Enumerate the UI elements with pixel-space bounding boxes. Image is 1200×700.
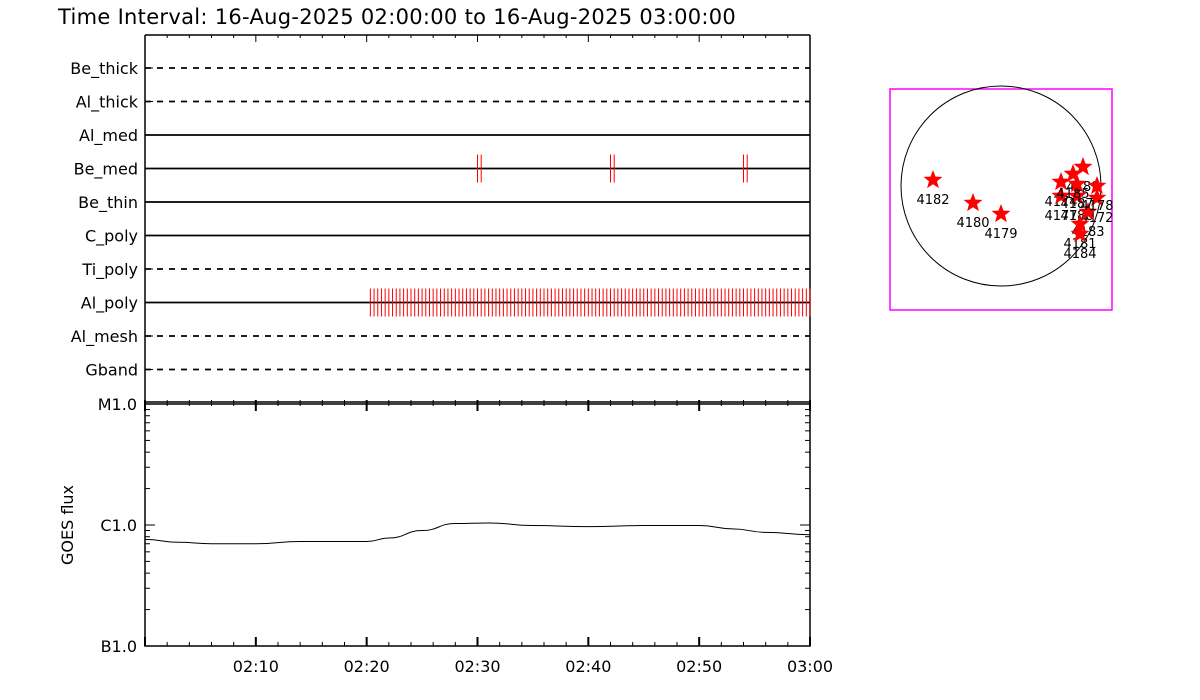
active-region-label: 4177 <box>1044 209 1077 224</box>
active-region-label: 4174 <box>1044 195 1077 210</box>
active-region-star <box>1070 214 1090 233</box>
timeline-row-label: Be_thick <box>70 59 138 79</box>
goes-y-axis-label: GOES flux <box>58 485 77 565</box>
active-region-star <box>923 170 943 189</box>
active-region-star <box>1073 157 1093 176</box>
active-region-label: 4178 <box>1080 199 1113 214</box>
goes-y-tick-label: M1.0 <box>98 395 137 414</box>
active-region-star <box>1067 186 1087 205</box>
timeline-row-label: Al_thick <box>76 93 139 113</box>
goes-x-tick-label: 02:20 <box>344 657 390 676</box>
active-region-star <box>1087 176 1107 195</box>
goes-y-tick-label: C1.0 <box>100 516 137 535</box>
instrument-timeline: Be_thick Al_thick Al_med Be_med Be_thin C_pol… <box>70 34 811 402</box>
timeline-row-label: Gband <box>85 361 138 380</box>
timeline-row-label: Be_med <box>74 160 138 180</box>
timeline-row-label: Al_poly <box>81 294 138 314</box>
goes-x-tick-label: 02:40 <box>565 657 611 676</box>
goes-x-tick-label: 03:00 <box>787 657 833 676</box>
active-region-star <box>1078 202 1098 221</box>
map-frame <box>889 88 1113 311</box>
goes-flux-plot: M1.0 C1.0 B1.0 02:10 02:20 02:30 02:40 02:50 03:… <box>58 395 833 676</box>
active-region-label: 4180 <box>956 216 989 231</box>
active-region-star <box>1051 186 1071 205</box>
timeline-row-label: Al_med <box>79 126 138 146</box>
active-region-star <box>963 193 983 212</box>
timeline-row-label: Be_thin <box>78 193 138 213</box>
solar-disk-map: 4182418041794174417741864185418941724183… <box>889 85 1114 311</box>
active-region-star <box>991 204 1011 223</box>
active-region-star <box>1067 174 1087 193</box>
chart-title: Time Interval: 16-Aug-2025 02:00:00 to 1… <box>57 5 736 29</box>
timeline-row-label: C_poly <box>85 227 138 247</box>
goes-plot-frame <box>144 403 811 647</box>
active-region-star <box>1070 224 1090 243</box>
timeline-row-label: Al_mesh <box>71 327 138 347</box>
goes-x-tick-label: 02:30 <box>454 657 500 676</box>
active-region-star <box>1051 172 1071 191</box>
goes-flux-line <box>144 522 811 545</box>
active-region-label: 4187 <box>1060 197 1093 212</box>
active-region-star <box>1063 164 1083 183</box>
goes-y-tick-label: B1.0 <box>101 637 137 656</box>
active-region-label: 4182 <box>916 193 949 208</box>
active-region-star <box>1087 188 1107 207</box>
active-region-label: 4181 <box>1063 237 1096 252</box>
timeline-row-label: Ti_poly <box>81 260 138 280</box>
active-region-label: 4179 <box>984 227 1017 242</box>
goes-x-tick-label: 02:50 <box>676 657 722 676</box>
active-region-label: 4184 <box>1063 247 1096 262</box>
goes-x-tick-label: 02:10 <box>233 657 279 676</box>
